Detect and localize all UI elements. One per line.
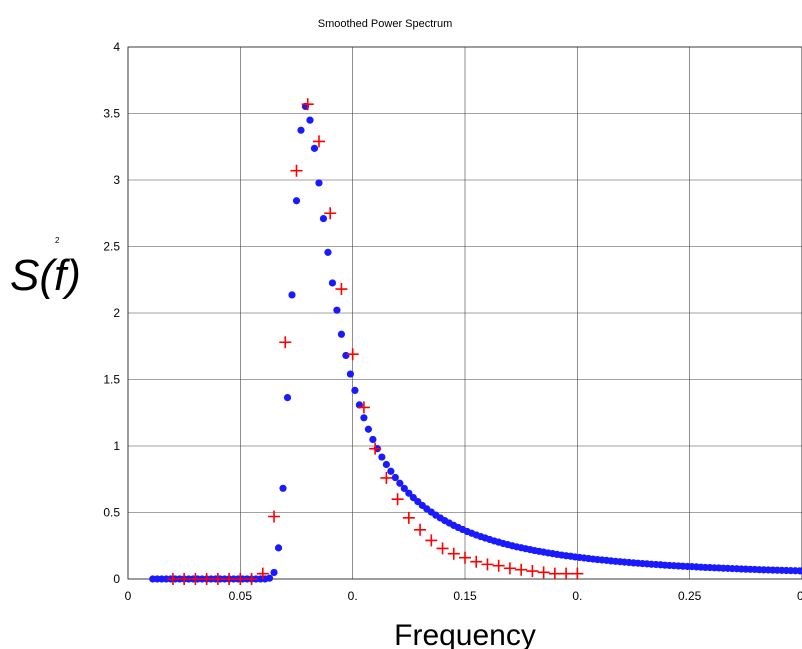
data-point-dot bbox=[364, 425, 372, 433]
y-tick-label: 0 bbox=[113, 572, 120, 586]
data-point-plus bbox=[290, 164, 303, 177]
y-tick-label: 2.5 bbox=[103, 240, 120, 254]
y-tick-label: 2 bbox=[113, 306, 120, 320]
grid-lines bbox=[127, 46, 802, 580]
data-point-dot bbox=[328, 279, 337, 287]
x-tick-label: 0.05 bbox=[229, 589, 253, 603]
data-point-plus bbox=[166, 573, 179, 585]
data-point-plus bbox=[571, 567, 584, 580]
data-point-plus bbox=[481, 558, 494, 571]
data-point-plus bbox=[526, 565, 539, 578]
data-point-plus bbox=[548, 567, 561, 580]
x-tick-label: 0. bbox=[797, 589, 802, 603]
data-point-dot bbox=[369, 435, 377, 444]
y-tick-label: 3 bbox=[113, 173, 120, 187]
data-point-plus bbox=[470, 555, 483, 568]
data-point-dot bbox=[391, 473, 399, 482]
data-point-dot bbox=[400, 484, 408, 493]
data-point-plus bbox=[256, 567, 269, 580]
data-point-dot bbox=[270, 568, 278, 577]
data-point-plus bbox=[178, 573, 191, 585]
plot-frame bbox=[127, 46, 802, 580]
data-point-dot bbox=[387, 467, 395, 475]
data-point-plus bbox=[492, 559, 505, 572]
data-point-plus bbox=[245, 573, 258, 585]
data-point-plus bbox=[537, 566, 550, 579]
data-point-plus bbox=[234, 573, 247, 585]
data-point-plus bbox=[223, 573, 236, 585]
y-axis-label: S(f) bbox=[10, 251, 81, 300]
data-point-plus bbox=[268, 510, 281, 523]
data-point-dot bbox=[274, 544, 283, 552]
data-point-dot bbox=[382, 460, 390, 469]
data-point-plus bbox=[447, 547, 460, 560]
data-point-dot bbox=[265, 574, 274, 582]
y-tick-label: 1 bbox=[113, 439, 120, 453]
y-tick-label: 4 bbox=[113, 40, 120, 54]
data-point-dot bbox=[288, 291, 296, 299]
data-point-dot bbox=[279, 484, 287, 492]
data-point-dot bbox=[378, 453, 386, 461]
data-point-plus bbox=[324, 207, 337, 220]
data-point-plus bbox=[391, 493, 404, 506]
plot-area bbox=[127, 46, 802, 580]
y-tick-label: 0.5 bbox=[103, 506, 120, 520]
data-point-dot bbox=[351, 386, 359, 395]
data-point-plus bbox=[414, 523, 427, 536]
data-point-plus bbox=[369, 442, 382, 455]
chart-title: Smoothed Power Spectrum bbox=[318, 18, 453, 30]
data-point-dot bbox=[346, 370, 355, 378]
data-point-dot bbox=[796, 567, 802, 575]
data-point-plus bbox=[503, 562, 516, 575]
data-point-plus bbox=[346, 348, 359, 361]
data-point-plus bbox=[402, 511, 415, 524]
data-point-plus bbox=[425, 534, 438, 547]
data-point-plus bbox=[211, 573, 224, 585]
data-point-dot bbox=[333, 306, 341, 314]
x-tick-label: 0. bbox=[572, 589, 582, 603]
data-point-dot bbox=[292, 197, 301, 205]
data-point-plus bbox=[560, 567, 573, 580]
y-axis-label-superscript: 2 bbox=[55, 236, 60, 245]
data-point-plus bbox=[459, 551, 471, 564]
x-tick-label: 0. bbox=[348, 589, 358, 603]
data-point-plus bbox=[515, 563, 528, 576]
data-point-dot bbox=[337, 330, 346, 338]
x-tick-label: 0 bbox=[125, 589, 132, 603]
data-point-plus bbox=[357, 401, 370, 414]
y-tick-label: 1.5 bbox=[103, 373, 120, 387]
data-point-dot bbox=[310, 144, 319, 152]
series-plus bbox=[166, 98, 584, 585]
x-axis-label: Frequency bbox=[394, 619, 536, 649]
data-point-plus bbox=[301, 98, 314, 111]
data-point-plus bbox=[380, 471, 393, 484]
data-point-dot bbox=[315, 179, 323, 187]
data-point-plus bbox=[335, 283, 348, 296]
data-point-dot bbox=[396, 479, 404, 487]
data-point-dot bbox=[319, 214, 328, 223]
x-tick-label: 0.25 bbox=[678, 589, 702, 603]
data-point-plus bbox=[436, 542, 449, 555]
data-point-dot bbox=[306, 116, 314, 124]
x-tick-label: 0.15 bbox=[453, 589, 477, 603]
data-point-plus bbox=[200, 573, 213, 585]
data-point-plus bbox=[312, 135, 325, 148]
data-point-dot bbox=[297, 126, 305, 134]
tick-labels: 0 0.05 0. 0.15 0. 0.25 0. 0 0.5 1 1.5 2 2.5 3 3.5 4 bbox=[103, 40, 802, 603]
y-tick-label: 3.5 bbox=[103, 107, 120, 121]
data-point-dot bbox=[360, 414, 368, 422]
data-point-dot bbox=[342, 351, 350, 360]
data-point-dot bbox=[405, 489, 413, 497]
data-point-plus bbox=[189, 573, 202, 585]
data-point-plus bbox=[279, 336, 292, 349]
data-point-dot bbox=[283, 393, 292, 402]
data-point-dot bbox=[324, 248, 332, 256]
